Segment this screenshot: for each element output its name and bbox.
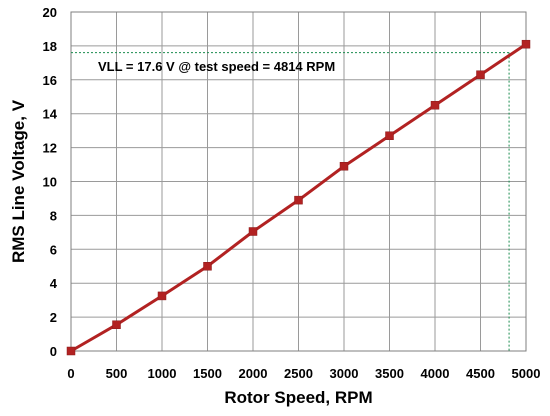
y-tick-label: 4 [50, 276, 58, 291]
x-tick-labels: 0 500 1000 1500 2000 2500 3000 3500 4000 4500 5000 [67, 366, 540, 381]
y-tick-label: 12 [43, 141, 57, 156]
plot-border [70, 11, 527, 352]
y-tick-label: 18 [43, 39, 57, 54]
y-tick-label: 20 [43, 5, 57, 20]
x-tick-label: 1000 [148, 366, 177, 381]
data-point [385, 131, 394, 140]
data-point [66, 346, 76, 356]
x-tick-label: 3500 [375, 366, 404, 381]
y-tick-label: 8 [50, 208, 57, 223]
data-point [430, 100, 440, 110]
guide-lines [71, 52, 510, 351]
y-axis-title: RMS Line Voltage, V [9, 99, 28, 263]
y-tick-label: 2 [50, 310, 57, 325]
x-tick-label: 2000 [239, 366, 268, 381]
series-layer [66, 39, 531, 356]
x-axis-title: Rotor Speed, RPM [224, 388, 372, 407]
y-tick-label: 10 [43, 175, 57, 190]
y-tick-label: 6 [50, 242, 57, 257]
x-tick-label: 2500 [284, 366, 313, 381]
y-tick-label: 0 [50, 344, 57, 359]
data-point [248, 227, 258, 236]
data-point [157, 291, 167, 301]
x-tick-label: 4000 [421, 366, 450, 381]
x-tick-label: 500 [106, 366, 128, 381]
y-tick-labels: 0 2 4 6 8 10 12 14 16 18 20 [43, 5, 58, 359]
data-point [294, 195, 303, 205]
annotation-text: VLL = 17.6 V @ test speed = 4814 RPM [98, 59, 335, 74]
y-tick-label: 14 [43, 107, 58, 122]
x-tick-label: 5000 [512, 366, 541, 381]
grid [70, 11, 527, 352]
x-tick-label: 0 [67, 366, 74, 381]
data-point [203, 262, 212, 271]
y-tick-label: 16 [43, 73, 57, 88]
data-point [476, 70, 485, 79]
x-tick-label: 1500 [193, 366, 222, 381]
x-tick-label: 3000 [330, 366, 359, 381]
data-point [339, 161, 349, 171]
x-tick-label: 4500 [466, 366, 495, 381]
data-point [112, 320, 121, 329]
data-point [521, 39, 531, 49]
